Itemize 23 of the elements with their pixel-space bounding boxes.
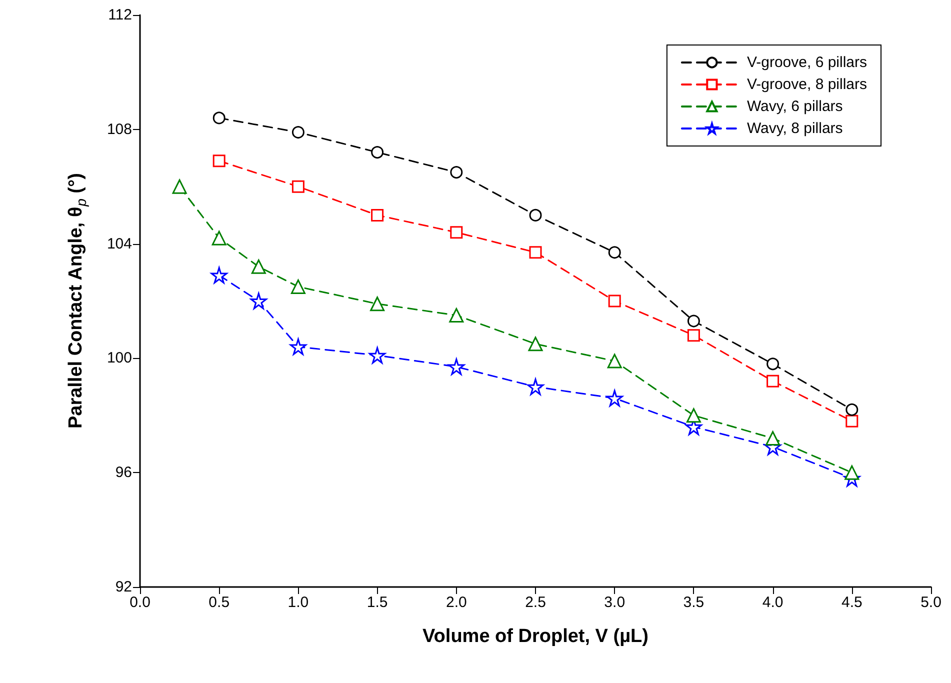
y-tick-label: 100 — [106, 350, 132, 367]
y-tick-label: 108 — [106, 120, 132, 138]
x-tick-label: 4.0 — [762, 594, 784, 611]
x-tick-label: 4.5 — [841, 594, 862, 611]
y-tick-label: 104 — [106, 235, 132, 252]
y-axis-title: Parallel Contact Angle, θp (°) — [66, 173, 89, 429]
x-tick-label: 0.5 — [208, 594, 230, 611]
x-tick-label: 1.5 — [366, 594, 388, 611]
x-tick-label: 3.5 — [683, 594, 704, 611]
x-tick-label: 2.0 — [446, 594, 467, 611]
y-tick-label: 92 — [115, 578, 132, 596]
legend-label: V-groove, 6 pillars — [746, 54, 868, 71]
legend-label: V-groove, 8 pillars — [746, 76, 868, 93]
x-axis-title: Volume of Droplet, V (µL) — [422, 626, 648, 647]
x-tick-label: 1.0 — [288, 594, 309, 611]
y-tick-label: 96 — [115, 464, 132, 482]
x-tick-label: 2.5 — [525, 594, 546, 611]
legend-label: Wavy, 6 pillars — [746, 98, 843, 115]
x-tick-label: 5.0 — [920, 594, 942, 611]
x-tick-label: 0.0 — [130, 594, 150, 611]
y-tick-label: 112 — [108, 6, 132, 24]
x-tick-label: 3.0 — [604, 594, 626, 611]
legend-label: Wavy, 8 pillars — [746, 120, 843, 137]
